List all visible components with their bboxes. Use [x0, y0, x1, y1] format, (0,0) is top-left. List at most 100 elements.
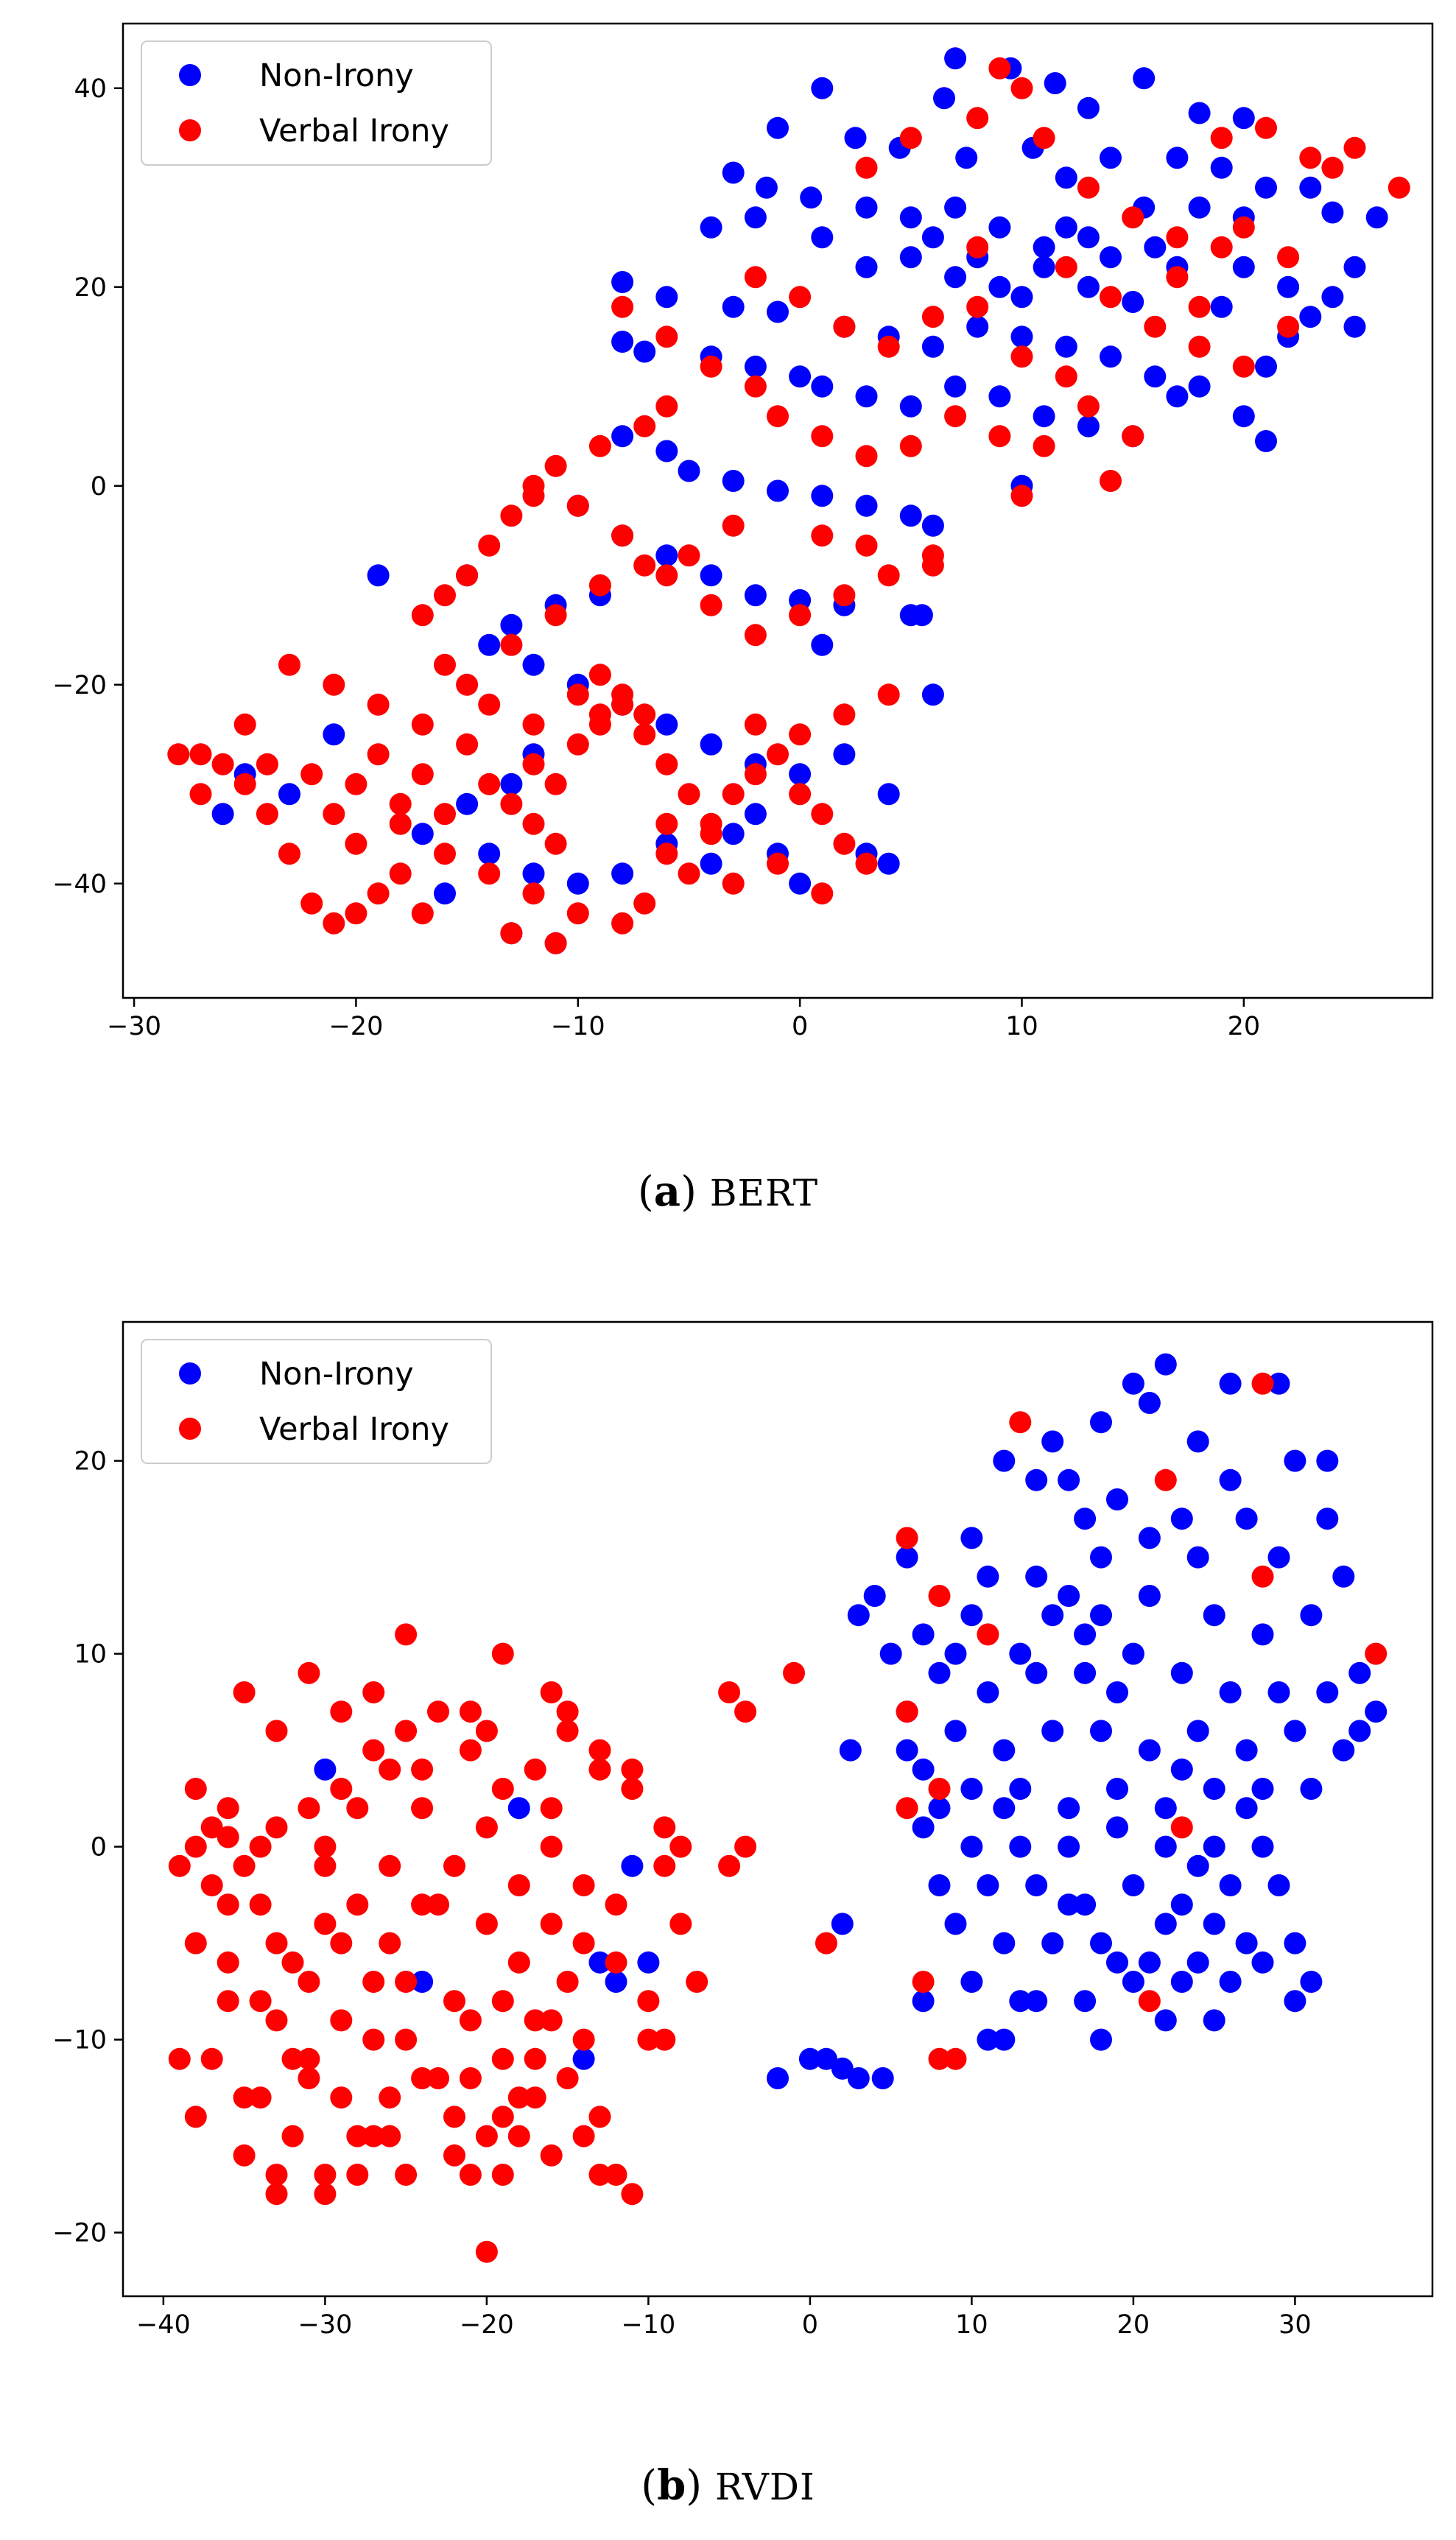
verbal-irony-point — [700, 355, 722, 378]
verbal-irony-point — [427, 1700, 449, 1723]
non-irony-point — [367, 564, 390, 587]
non-irony-point — [1219, 1681, 1242, 1703]
non-irony-point — [1210, 295, 1233, 318]
verbal-irony-point — [700, 823, 722, 845]
non-irony-point — [1055, 166, 1077, 189]
non-irony-point — [1284, 1449, 1306, 1472]
verbal-irony-point — [928, 1778, 951, 1800]
non-irony-point — [899, 246, 922, 269]
verbal-irony-point — [362, 2125, 385, 2147]
verbal-irony-point — [491, 2047, 514, 2070]
verbal-irony-point — [572, 1874, 595, 1896]
verbal-irony-point — [184, 1778, 207, 1800]
non-irony-point — [434, 882, 456, 905]
verbal-irony-point — [427, 2067, 449, 2089]
non-irony-point — [1106, 1778, 1128, 1800]
non-irony-point — [678, 460, 700, 482]
verbal-irony-point — [744, 266, 767, 289]
non-irony-point — [896, 1739, 918, 1762]
verbal-irony-point — [500, 633, 523, 656]
verbal-irony-point — [507, 2086, 530, 2109]
non-irony-point — [811, 226, 834, 249]
legend-marker — [179, 64, 201, 86]
non-irony-point — [1203, 2009, 1225, 2032]
legend-label: Verbal Irony — [259, 113, 449, 149]
non-irony-point — [1025, 1565, 1048, 1588]
non-irony-point — [611, 862, 634, 885]
verbal-irony-point — [249, 1835, 272, 1858]
non-irony-point — [1203, 1835, 1225, 1858]
verbal-irony-point — [249, 1893, 272, 1916]
verbal-irony-point — [633, 703, 656, 726]
non-irony-point — [1025, 1990, 1048, 2013]
non-irony-point — [912, 1623, 935, 1646]
non-irony-point — [811, 375, 834, 398]
non-irony-point — [605, 1971, 627, 1993]
verbal-irony-point — [443, 2144, 465, 2167]
non-irony-point — [798, 2047, 821, 2070]
non-irony-point — [700, 852, 722, 875]
non-irony-point — [910, 604, 933, 627]
non-irony-point — [912, 1990, 935, 2013]
non-irony-point — [1186, 1430, 1209, 1453]
verbal-irony-point — [367, 743, 390, 766]
verbal-irony-point — [459, 2067, 482, 2089]
verbal-irony-point — [744, 375, 767, 398]
non-irony-point — [1186, 1546, 1209, 1569]
non-irony-point — [933, 87, 955, 110]
non-irony-point — [700, 216, 722, 239]
non-irony-point — [478, 633, 501, 656]
verbal-irony-point — [362, 1971, 385, 1993]
verbal-irony-point — [265, 1932, 288, 1955]
verbal-irony-point — [1343, 136, 1366, 159]
verbal-irony-point — [605, 1893, 627, 1916]
verbal-irony-point — [362, 1739, 385, 1762]
non-irony-point — [988, 216, 1011, 239]
non-irony-point — [1074, 1893, 1097, 1916]
verbal-irony-point — [395, 2164, 418, 2186]
caption-title: RVDI — [714, 2466, 815, 2508]
verbal-irony-point — [411, 1758, 434, 1781]
verbal-irony-point — [653, 1854, 676, 1877]
non-irony-point — [944, 196, 967, 219]
verbal-irony-point — [1122, 425, 1144, 448]
non-irony-point — [1025, 1661, 1048, 1684]
non-irony-point — [977, 1681, 999, 1703]
non-irony-point — [899, 504, 922, 527]
verbal-irony-point — [456, 733, 479, 756]
non-irony-point — [278, 783, 300, 806]
non-irony-point — [1188, 196, 1211, 219]
non-irony-point — [879, 1642, 902, 1665]
legend-marker — [179, 119, 201, 141]
verbal-irony-point — [1251, 1372, 1274, 1395]
non-irony-point — [815, 2047, 837, 2070]
verbal-irony-point — [478, 773, 501, 795]
non-irony-point — [855, 494, 878, 517]
verbal-irony-point — [722, 872, 745, 895]
verbal-irony-point — [722, 514, 745, 537]
verbal-irony-point — [522, 882, 545, 905]
non-irony-point — [1090, 1546, 1112, 1569]
verbal-irony-point — [475, 1816, 498, 1839]
verbal-irony-point — [572, 2125, 595, 2147]
verbal-irony-point — [1138, 1990, 1161, 2013]
non-irony-point — [1058, 1797, 1080, 1820]
non-irony-point — [921, 683, 944, 706]
verbal-irony-point — [346, 1797, 369, 1820]
verbal-irony-point — [314, 2183, 337, 2206]
non-irony-point — [921, 226, 944, 249]
verbal-irony-point — [524, 2047, 546, 2070]
non-irony-point — [633, 340, 656, 363]
non-irony-point — [944, 1720, 967, 1742]
verbal-irony-point — [200, 2047, 223, 2070]
verbal-irony-point — [928, 2047, 951, 2070]
y-tick-label: −40 — [52, 870, 107, 899]
verbal-irony-point — [966, 236, 989, 258]
non-irony-point — [744, 803, 767, 826]
verbal-irony-point — [298, 1797, 320, 1820]
verbal-irony-point — [1388, 176, 1410, 199]
verbal-irony-point — [928, 1585, 951, 1607]
verbal-irony-point — [811, 524, 834, 547]
verbal-irony-point — [1188, 335, 1211, 358]
verbal-irony-point — [507, 1874, 530, 1896]
